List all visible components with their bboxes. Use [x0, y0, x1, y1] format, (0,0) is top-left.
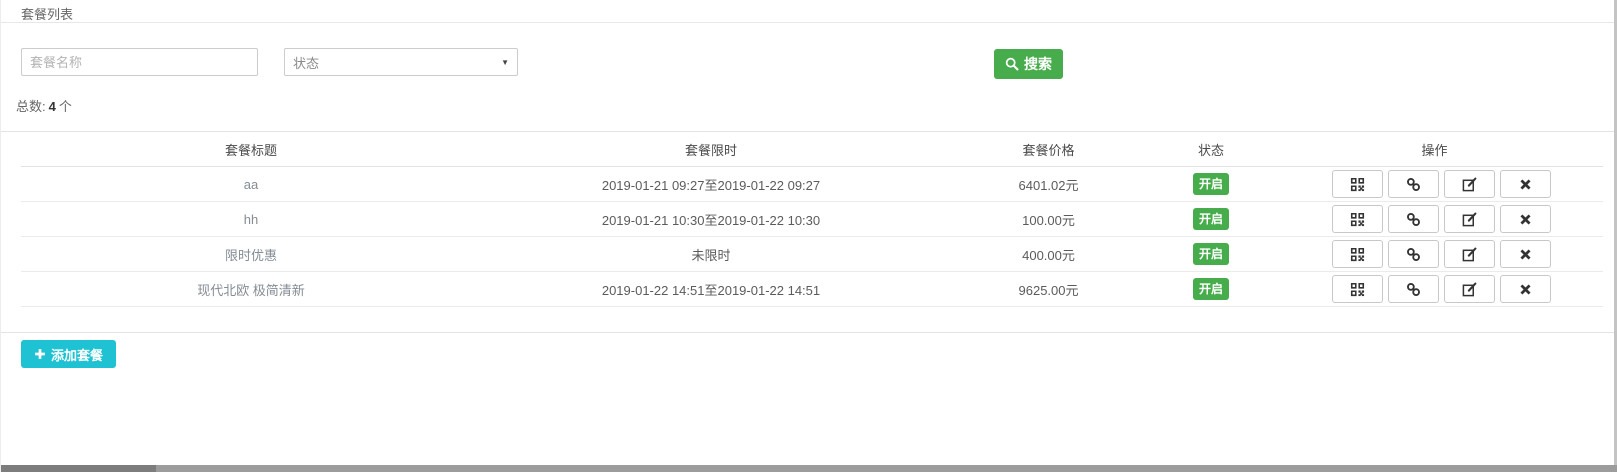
plus-icon	[34, 348, 46, 360]
package-status-cell: 开启	[1156, 166, 1266, 202]
qrcode-icon	[1350, 212, 1365, 227]
qrcode-icon	[1350, 247, 1365, 262]
package-time-cell: 2019-01-21 09:27至2019-01-22 09:27	[481, 166, 941, 202]
qrcode-icon	[1350, 177, 1365, 192]
status-badge: 开启	[1192, 173, 1229, 195]
qrcode-button[interactable]	[1332, 170, 1383, 198]
header-divider	[1, 22, 1614, 23]
package-time-cell: 未限时	[481, 236, 941, 272]
table-header-row: 套餐标题 套餐限时 套餐价格 状态 操作	[21, 132, 1603, 167]
horizontal-scrollbar-thumb[interactable]	[1, 465, 156, 472]
col-header-title: 套餐标题	[21, 132, 481, 167]
delete-icon	[1519, 178, 1532, 191]
package-price-cell: 400.00元	[941, 236, 1156, 272]
delete-icon	[1519, 248, 1532, 261]
package-actions-cell	[1266, 236, 1603, 272]
col-header-time: 套餐限时	[481, 132, 941, 167]
delete-icon	[1519, 213, 1532, 226]
page-title: 套餐列表	[21, 7, 74, 22]
edit-button[interactable]	[1444, 275, 1495, 303]
link-icon	[1406, 212, 1421, 227]
status-select-value: 状态	[293, 55, 320, 71]
link-button[interactable]	[1388, 240, 1439, 268]
qrcode-button[interactable]	[1332, 240, 1383, 268]
edit-button[interactable]	[1444, 205, 1495, 233]
package-table: 套餐标题 套餐限时 套餐价格 状态 操作 aa 2019-01-21 09:27…	[21, 132, 1603, 307]
table-row: 现代北欧 极简清新 2019-01-22 14:51至2019-01-22 14…	[21, 271, 1603, 307]
qrcode-button[interactable]	[1332, 275, 1383, 303]
status-badge: 开启	[1192, 243, 1229, 265]
link-icon	[1406, 177, 1421, 192]
package-actions-cell	[1266, 271, 1603, 307]
status-badge: 开启	[1192, 208, 1229, 230]
link-icon	[1406, 282, 1421, 297]
total-count-line: 总数: 4 个	[16, 96, 72, 115]
delete-icon	[1519, 283, 1532, 296]
status-select[interactable]: 状态 ▼	[284, 48, 518, 76]
package-title-cell: hh	[21, 201, 481, 237]
total-label: 总数:	[16, 99, 46, 114]
table-body: aa 2019-01-21 09:27至2019-01-22 09:27 640…	[21, 166, 1603, 307]
total-count: 4	[48, 99, 56, 114]
package-title-cell: aa	[21, 166, 481, 202]
vertical-scrollbar[interactable]	[1614, 0, 1617, 465]
horizontal-scrollbar[interactable]	[1, 465, 1617, 472]
delete-button[interactable]	[1500, 275, 1551, 303]
search-button-label: 搜索	[1024, 56, 1052, 72]
table-row: aa 2019-01-21 09:27至2019-01-22 09:27 640…	[21, 166, 1603, 202]
search-icon	[1005, 57, 1019, 71]
delete-button[interactable]	[1500, 205, 1551, 233]
table-top-divider	[1, 131, 1614, 132]
edit-button[interactable]	[1444, 240, 1495, 268]
edit-icon	[1462, 177, 1477, 192]
package-price-cell: 6401.02元	[941, 166, 1156, 202]
col-header-status: 状态	[1156, 132, 1266, 167]
qrcode-button[interactable]	[1332, 205, 1383, 233]
col-header-price: 套餐价格	[941, 132, 1156, 167]
package-title-cell: 限时优惠	[21, 236, 481, 272]
edit-button[interactable]	[1444, 170, 1495, 198]
table-row: hh 2019-01-21 10:30至2019-01-22 10:30 100…	[21, 201, 1603, 237]
add-package-button[interactable]: 添加套餐	[21, 340, 117, 368]
link-icon	[1406, 247, 1421, 262]
package-time-cell: 2019-01-22 14:51至2019-01-22 14:51	[481, 271, 941, 307]
package-status-cell: 开启	[1156, 271, 1266, 307]
package-time-cell: 2019-01-21 10:30至2019-01-22 10:30	[481, 201, 941, 237]
delete-button[interactable]	[1500, 170, 1551, 198]
package-title-cell: 现代北欧 极简清新	[21, 271, 481, 307]
package-actions-cell	[1266, 201, 1603, 237]
edit-icon	[1462, 282, 1477, 297]
status-badge: 开启	[1192, 278, 1229, 300]
col-header-actions: 操作	[1266, 132, 1603, 167]
edit-icon	[1462, 247, 1477, 262]
add-package-label: 添加套餐	[51, 347, 104, 363]
delete-button[interactable]	[1500, 240, 1551, 268]
qrcode-icon	[1350, 282, 1365, 297]
package-status-cell: 开启	[1156, 201, 1266, 237]
link-button[interactable]	[1388, 205, 1439, 233]
link-button[interactable]	[1388, 275, 1439, 303]
package-name-input[interactable]	[21, 48, 258, 76]
table-bottom-divider	[1, 332, 1614, 333]
chevron-down-icon: ▼	[501, 57, 509, 67]
total-unit: 个	[58, 99, 72, 114]
edit-icon	[1462, 212, 1477, 227]
package-price-cell: 100.00元	[941, 201, 1156, 237]
table-row: 限时优惠 未限时 400.00元 开启	[21, 236, 1603, 272]
search-button[interactable]: 搜索	[994, 49, 1063, 79]
package-price-cell: 9625.00元	[941, 271, 1156, 307]
package-status-cell: 开启	[1156, 236, 1266, 272]
package-actions-cell	[1266, 166, 1603, 202]
link-button[interactable]	[1388, 170, 1439, 198]
